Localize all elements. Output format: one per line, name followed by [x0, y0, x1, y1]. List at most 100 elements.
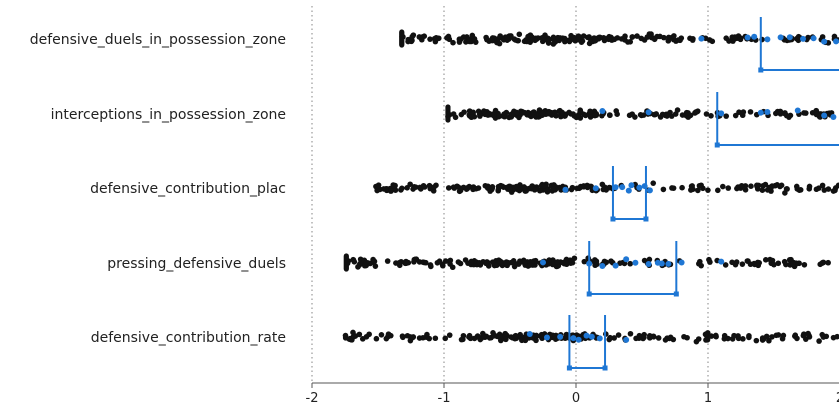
data-point	[476, 111, 483, 118]
data-point	[819, 34, 826, 40]
data-point	[592, 112, 598, 119]
data-point	[507, 186, 513, 193]
data-point	[410, 334, 417, 340]
data-point	[490, 329, 496, 336]
data-point	[738, 182, 745, 189]
data-point	[831, 33, 838, 40]
data-point	[797, 187, 804, 193]
data-point	[779, 335, 786, 342]
data-point	[652, 111, 658, 118]
data-point	[783, 186, 790, 192]
data-point	[356, 331, 363, 338]
data-point	[421, 184, 428, 190]
data-point	[566, 37, 573, 43]
interval-bracket	[566, 315, 608, 371]
data-point	[571, 255, 578, 262]
data-point	[412, 184, 419, 190]
data-point	[411, 259, 417, 265]
interval-bracket	[714, 92, 839, 148]
data-point	[343, 266, 349, 272]
data-point	[445, 117, 451, 123]
data-point	[587, 114, 594, 120]
data-point	[550, 186, 557, 192]
data-point	[607, 184, 613, 191]
data-point	[587, 108, 593, 115]
data-point	[503, 259, 510, 266]
data-point	[708, 113, 714, 119]
data-point	[762, 181, 769, 188]
data-point	[554, 259, 561, 265]
data-point	[697, 258, 703, 265]
data-point	[702, 331, 709, 338]
data-point	[553, 112, 559, 119]
interval-bracket	[758, 17, 839, 73]
data-point	[740, 336, 746, 342]
data-point	[835, 182, 839, 189]
data-point	[449, 264, 456, 271]
data-point	[745, 258, 751, 264]
data-point	[638, 35, 645, 42]
data-point	[696, 182, 703, 189]
highlight-point	[751, 33, 758, 40]
highlight-point	[625, 187, 632, 194]
highlight-point	[612, 262, 619, 269]
data-point	[599, 181, 606, 188]
data-point	[533, 333, 539, 340]
data-point	[773, 110, 779, 117]
data-point	[522, 337, 529, 344]
data-point	[502, 330, 509, 337]
category-label-pressing-defensive-duels: pressing_defensive_duels	[107, 256, 286, 272]
data-point	[561, 35, 568, 42]
data-point	[681, 333, 687, 340]
category-label-interceptions-in-possession-zone: interceptions_in_possession_zone	[51, 107, 286, 123]
data-point	[805, 330, 811, 337]
highlight-point	[557, 333, 564, 340]
data-point	[485, 185, 492, 192]
data-point	[581, 258, 588, 265]
data-point	[363, 333, 370, 340]
data-point	[546, 257, 552, 263]
data-point	[637, 112, 644, 118]
data-point	[748, 183, 754, 190]
data-point	[516, 31, 523, 38]
data-point	[533, 337, 539, 344]
data-point	[584, 184, 591, 191]
data-point	[747, 109, 754, 115]
interval-start-marker	[566, 365, 572, 371]
data-point	[444, 35, 450, 41]
data-point	[611, 335, 618, 341]
data-point	[706, 37, 713, 43]
data-point	[554, 263, 561, 270]
highlight-point	[570, 335, 577, 342]
data-point	[650, 180, 657, 186]
data-point	[468, 114, 475, 121]
data-point	[545, 37, 551, 44]
data-point	[378, 331, 385, 338]
data-point	[489, 37, 495, 43]
data-point	[816, 113, 823, 120]
data-point	[578, 109, 584, 116]
data-point	[396, 259, 402, 266]
data-point	[432, 335, 439, 342]
data-point	[722, 262, 729, 268]
data-point	[513, 183, 520, 190]
interval-start-marker	[586, 291, 592, 297]
data-point	[720, 183, 726, 190]
highlight-point	[623, 256, 630, 263]
category-label-defensive-contribution-plac: defensive_contribution_plac	[90, 181, 286, 197]
data-point	[732, 112, 739, 119]
data-point	[627, 260, 633, 267]
data-point	[622, 33, 628, 40]
data-point	[433, 35, 439, 41]
data-point	[471, 335, 478, 342]
data-point	[456, 185, 463, 191]
x-tick-label: 0	[572, 391, 580, 402]
x-tick-label: -2	[306, 391, 319, 402]
data-point	[671, 33, 677, 39]
highlight-point	[646, 187, 653, 194]
data-point	[457, 260, 464, 267]
data-point	[551, 182, 557, 188]
data-point	[634, 33, 640, 39]
data-point	[704, 336, 711, 343]
